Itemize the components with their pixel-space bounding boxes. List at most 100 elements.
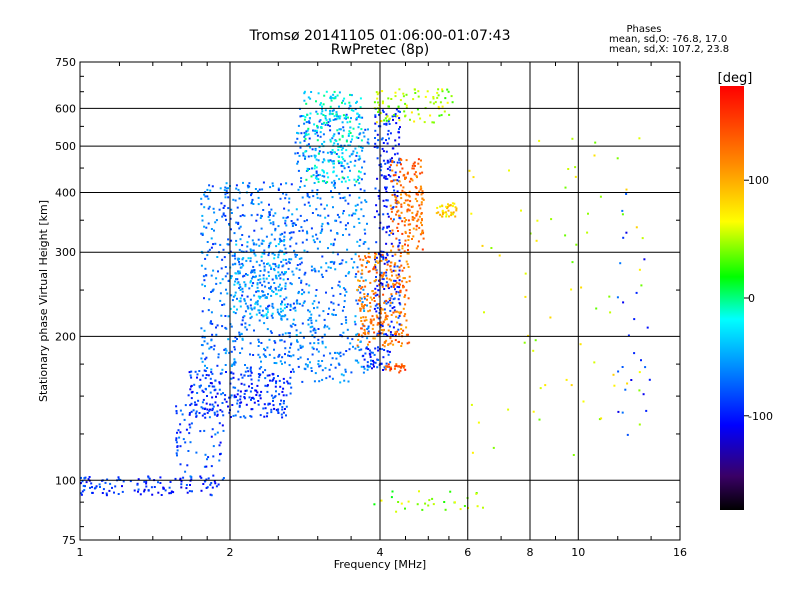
data-point: [392, 298, 395, 301]
data-point: [354, 147, 357, 150]
data-point: [214, 482, 217, 485]
data-point: [266, 346, 269, 349]
data-point: [402, 186, 405, 189]
data-point: [536, 219, 539, 222]
data-point: [498, 254, 501, 257]
data-point: [363, 293, 366, 296]
data-point: [386, 133, 389, 136]
data-point: [208, 409, 211, 412]
data-point: [441, 205, 444, 208]
data-point: [416, 212, 419, 215]
data-point: [363, 135, 366, 138]
data-point: [389, 164, 392, 167]
data-point: [286, 216, 289, 219]
data-point: [359, 132, 362, 135]
data-point: [349, 342, 352, 345]
data-point: [392, 206, 395, 208]
data-point: [230, 325, 233, 328]
data-point: [340, 373, 343, 376]
data-point: [267, 281, 270, 284]
data-point: [532, 410, 535, 413]
data-point: [397, 209, 400, 212]
data-point: [394, 174, 397, 177]
data-point: [236, 308, 238, 311]
data-point: [622, 301, 625, 304]
data-point: [383, 333, 385, 336]
data-point: [443, 211, 446, 214]
phase-stats-x: mean, sd,X: 107.2, 23.8: [609, 44, 729, 55]
data-point: [244, 285, 247, 288]
data-point: [208, 416, 211, 419]
data-point: [214, 221, 217, 224]
data-point: [175, 439, 178, 442]
data-point: [280, 303, 283, 306]
data-point: [235, 395, 237, 398]
data-point: [283, 381, 286, 384]
data-point: [250, 277, 253, 280]
data-point: [393, 306, 396, 309]
data-point: [625, 188, 628, 191]
data-point: [317, 342, 320, 345]
x-tick-label: 4: [377, 546, 384, 559]
data-point: [283, 298, 286, 301]
data-point: [147, 476, 150, 479]
data-point: [370, 320, 373, 323]
data-point: [257, 353, 260, 356]
data-point: [206, 395, 208, 397]
data-point: [394, 113, 397, 116]
data-point: [237, 223, 240, 225]
data-point: [321, 336, 324, 339]
data-point: [390, 98, 393, 100]
data-point: [359, 238, 362, 241]
data-point: [398, 88, 401, 91]
data-point: [399, 252, 402, 254]
data-point: [282, 278, 285, 281]
data-point: [329, 352, 332, 355]
data-point: [323, 140, 326, 143]
data-point: [376, 93, 379, 96]
data-point: [283, 271, 286, 273]
data-point: [331, 196, 334, 199]
data-point: [339, 115, 342, 118]
data-point: [398, 119, 401, 122]
data-point: [213, 385, 216, 388]
data-point: [259, 414, 262, 417]
data-point: [412, 235, 415, 238]
data-point: [320, 266, 323, 269]
data-point: [415, 174, 418, 177]
data-point: [397, 110, 400, 113]
data-point: [255, 243, 258, 246]
data-point: [261, 309, 264, 312]
data-point: [382, 320, 385, 323]
data-point: [452, 211, 455, 214]
data-point: [406, 172, 409, 175]
data-point: [258, 311, 261, 314]
data-point: [222, 248, 225, 251]
data-point: [396, 276, 399, 279]
data-point: [260, 201, 263, 204]
data-point: [332, 302, 335, 305]
data-point: [244, 283, 247, 286]
data-point: [263, 249, 266, 252]
data-point: [265, 277, 268, 280]
data-point: [349, 160, 352, 163]
data-point: [250, 202, 253, 205]
data-point: [357, 137, 360, 139]
data-point: [287, 209, 290, 212]
data-point: [419, 165, 422, 168]
data-point: [401, 342, 403, 345]
data-point: [313, 336, 316, 339]
data-point: [328, 375, 331, 378]
data-point: [199, 378, 202, 381]
data-point: [327, 247, 329, 250]
data-point: [262, 407, 265, 410]
data-point: [361, 116, 364, 119]
data-point: [401, 280, 404, 283]
data-point: [280, 413, 283, 416]
data-point: [380, 271, 383, 274]
data-point: [395, 274, 398, 277]
data-point: [302, 301, 305, 304]
data-point: [262, 314, 265, 317]
data-point: [384, 318, 387, 321]
data-point: [206, 486, 209, 489]
